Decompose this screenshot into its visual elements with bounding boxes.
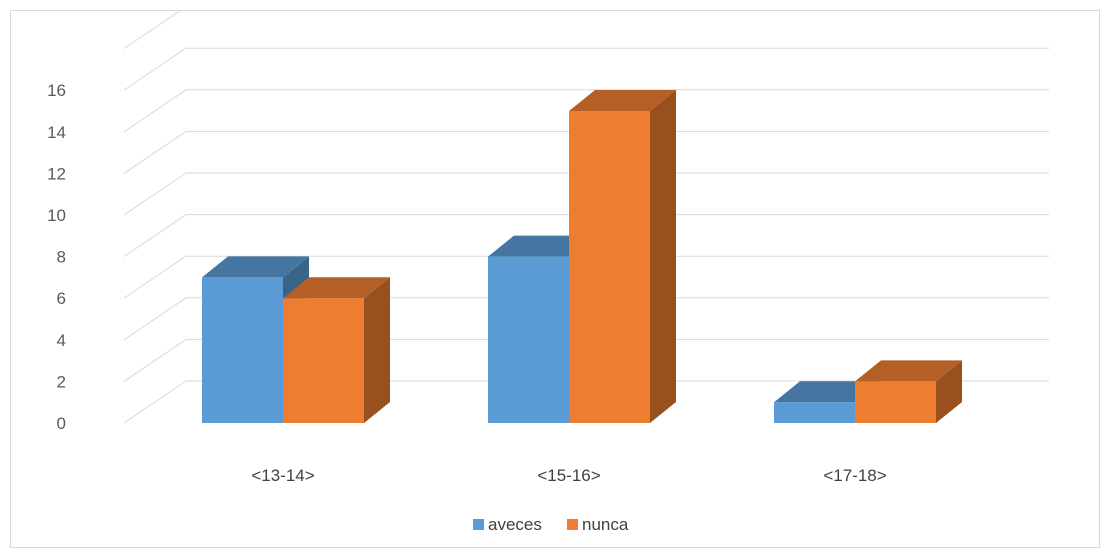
legend-label-nunca: nunca [582,515,629,534]
gridline-side [123,255,187,299]
bar-top-nunca [569,90,676,111]
gridline-side [123,172,187,216]
y-tick-label: 12 [47,164,66,183]
y-tick-label: 16 [47,81,66,100]
y-tick-label: 0 [57,414,66,433]
bar-aveces [488,256,569,423]
bar-nunca [569,111,650,423]
y-tick-label: 6 [57,289,66,308]
bar-side-nunca [650,90,676,423]
legend-swatch-aveces [473,519,484,530]
bar-chart: 0 2 4 6 8 10 12 14 16 <13-14> <15-16> <17-18> avec… [47,6,1049,534]
legend-swatch-nunca [567,519,578,530]
gridline-side [123,214,187,258]
gridline-side [123,6,187,50]
y-tick-label: 2 [57,372,66,391]
legend: aveces nunca [473,515,629,534]
bar-top-nunca [283,277,390,299]
y-tick-label: 14 [47,123,66,142]
gridline-side [123,297,187,341]
bar-aveces [774,402,855,423]
bar-top-aveces [774,381,881,403]
y-axis-ticks: 0 2 4 6 8 10 12 14 16 [47,81,66,433]
gridline-side [123,47,187,91]
bar-nunca [855,381,936,423]
bar-nunca [283,298,364,423]
bar-top-nunca [855,360,962,382]
bar-top-aveces [202,256,309,278]
chart-area: 0 2 4 6 8 10 12 14 16 <13-14> <15-16> <17-18> avec… [10,6,1100,548]
bar-top-aveces [488,235,595,257]
bar-side-nunca [936,360,962,423]
y-tick-label: 4 [57,331,66,350]
gridline-side [123,338,187,382]
bar-side-nunca [364,277,390,423]
bars [202,90,962,423]
legend-label-aveces: aveces [488,515,542,534]
x-category-label: <15-16> [537,466,600,485]
x-category-label: <17-18> [823,466,886,485]
gridline-side [123,130,187,174]
x-axis-categories: <13-14> <15-16> <17-18> [251,466,886,485]
x-category-label: <13-14> [251,466,314,485]
bar-aveces [202,277,283,423]
y-tick-label: 8 [57,248,66,267]
y-tick-label: 10 [47,206,66,225]
gridline-side [123,380,187,424]
gridline-side [123,89,187,133]
